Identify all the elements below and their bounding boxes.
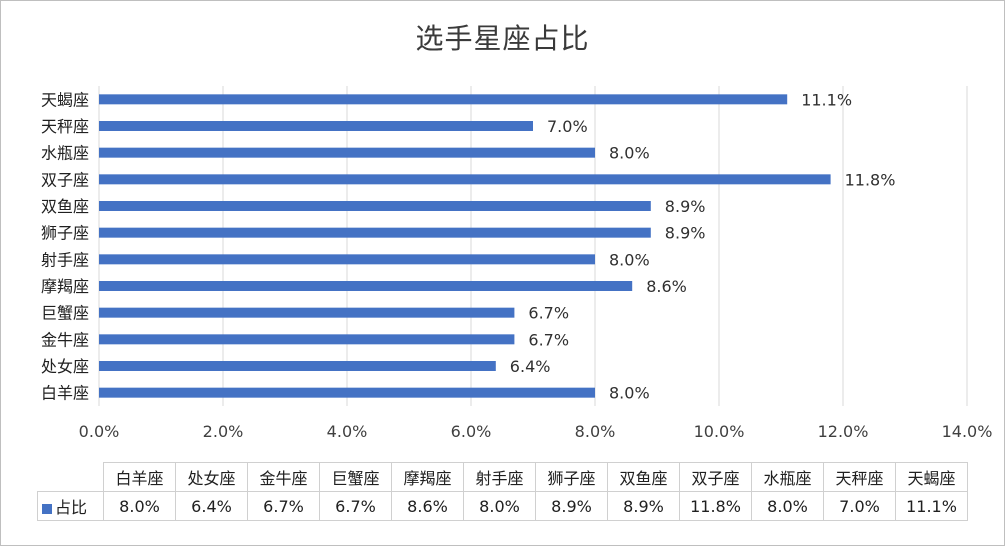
- data-table-value: 8.0%: [751, 491, 824, 521]
- category-label: 处女座: [41, 357, 89, 376]
- data-label: 8.0%: [609, 144, 650, 163]
- category-label: 水瓶座: [41, 144, 89, 163]
- data-table-category: 狮子座: [535, 462, 608, 492]
- category-label: 双鱼座: [41, 197, 89, 216]
- data-label: 7.0%: [547, 117, 588, 136]
- category-label: 白羊座: [41, 384, 89, 403]
- bar: [99, 281, 633, 291]
- x-tick-label: 4.0%: [327, 422, 368, 441]
- data-table-category: 双子座: [679, 462, 752, 492]
- data-table-category: 金牛座: [247, 462, 320, 492]
- data-table-value: 11.8%: [679, 491, 752, 521]
- x-tick-label: 8.0%: [575, 422, 616, 441]
- data-label: 8.9%: [665, 197, 706, 216]
- data-table-category: 双鱼座: [607, 462, 680, 492]
- x-tick-label: 0.0%: [79, 422, 120, 441]
- bar: [99, 254, 595, 265]
- data-table-category: 射手座: [463, 462, 536, 492]
- x-tick-label: 2.0%: [203, 422, 244, 441]
- data-table-value: 8.6%: [391, 491, 464, 521]
- data-table-category: 水瓶座: [751, 462, 824, 492]
- data-label: 6.4%: [510, 357, 551, 376]
- bar: [99, 147, 595, 158]
- data-table-category: 天秤座: [823, 462, 896, 492]
- data-table-value: 8.9%: [535, 491, 608, 521]
- data-table-value: 6.7%: [247, 491, 320, 521]
- data-label: 11.1%: [801, 90, 852, 109]
- category-label: 天秤座: [41, 117, 89, 136]
- data-table-value: 11.1%: [895, 491, 968, 521]
- bar: [99, 94, 788, 105]
- bar-chart: 0.0% 2.0% 4.0% 6.0% 8.0% 10.0% 12.0% 14.0% 白羊座 8.…: [41, 86, 993, 441]
- bar: [99, 121, 533, 131]
- data-label: 6.7%: [528, 330, 569, 349]
- data-table-category: 处女座: [175, 462, 248, 492]
- legend-swatch-icon: [42, 503, 52, 514]
- bar: [99, 334, 515, 345]
- data-table-value: 6.4%: [175, 491, 248, 521]
- bar: [99, 307, 515, 318]
- data-table-category: 天蝎座: [895, 462, 968, 492]
- series-name: 占比: [55, 498, 88, 517]
- data-label: 8.0%: [609, 250, 650, 269]
- data-label: 11.8%: [845, 170, 896, 189]
- data-table-value-row: 占比 8.0% 6.4% 6.7% 6.7% 8.6% 8.0% 8.9% 8.9% 11.8%…: [37, 491, 968, 521]
- category-label: 射手座: [41, 250, 89, 269]
- category-label: 摩羯座: [41, 277, 89, 296]
- data-table-value: 8.0%: [103, 491, 176, 521]
- category-label: 狮子座: [41, 224, 89, 243]
- data-table-value: 6.7%: [319, 491, 392, 521]
- category-label: 天蝎座: [41, 90, 89, 109]
- data-label: 6.7%: [528, 304, 569, 323]
- bar: [99, 361, 496, 371]
- data-table-series-label: 占比: [37, 491, 104, 521]
- bar: [99, 201, 651, 211]
- data-table-category: 摩羯座: [391, 462, 464, 492]
- bar: [99, 387, 595, 398]
- x-tick-label: 10.0%: [694, 422, 745, 441]
- data-label: 8.0%: [609, 384, 650, 403]
- data-table-value: 7.0%: [823, 491, 896, 521]
- data-table-category: 巨蟹座: [319, 462, 392, 492]
- data-table-corner: [37, 462, 104, 492]
- data-table-category: 白羊座: [103, 462, 176, 492]
- x-tick-label: 12.0%: [818, 422, 869, 441]
- data-label: 8.9%: [665, 224, 706, 243]
- bar: [99, 227, 651, 238]
- data-label: 8.6%: [646, 277, 687, 296]
- category-label: 金牛座: [41, 330, 89, 349]
- category-label: 巨蟹座: [41, 304, 89, 323]
- data-table-header-row: 白羊座 处女座 金牛座 巨蟹座 摩羯座 射手座 狮子座 双鱼座 双子座 水瓶座 天秤座 天蝎座: [37, 462, 968, 492]
- data-table-value: 8.0%: [463, 491, 536, 521]
- data-table: 白羊座 处女座 金牛座 巨蟹座 摩羯座 射手座 狮子座 双鱼座 双子座 水瓶座 天秤座 天蝎座 占比 …: [37, 462, 968, 521]
- chart-title: 选手星座占比: [415, 22, 590, 55]
- data-table-value: 8.9%: [607, 491, 680, 521]
- x-tick-label: 6.0%: [451, 422, 492, 441]
- bar: [99, 174, 831, 185]
- x-tick-label: 14.0%: [942, 422, 993, 441]
- category-label: 双子座: [41, 170, 89, 189]
